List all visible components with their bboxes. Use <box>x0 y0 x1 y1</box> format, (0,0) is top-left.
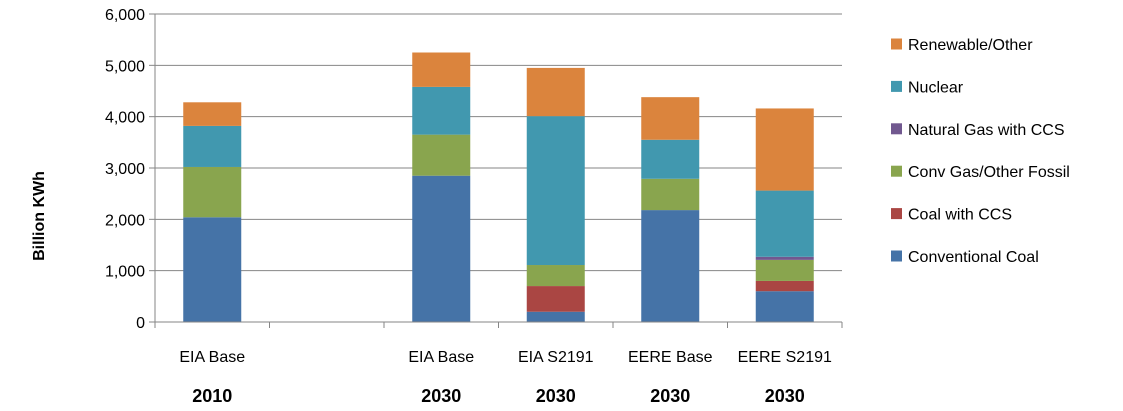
bar-segment <box>755 256 814 260</box>
gridlines <box>155 13 842 272</box>
y-tick-label: 6,000 <box>105 7 145 24</box>
x-year-label: 2030 <box>650 386 690 406</box>
x-category-label: EIA S2191 <box>518 349 594 366</box>
bar-segment <box>755 280 814 292</box>
bar-segment <box>183 217 242 322</box>
bar-segment <box>412 134 471 176</box>
bar-segment <box>641 139 700 179</box>
x-year-label: 2030 <box>536 386 576 406</box>
x-category-label: EIA Base <box>179 349 245 366</box>
x-category-label: EERE Base <box>628 349 713 366</box>
x-year-label: 2030 <box>765 386 805 406</box>
bar-segment <box>755 259 814 281</box>
legend: Renewable/Other Nuclear Natural Gas with C… <box>891 37 1070 266</box>
y-tick-label: 4,000 <box>105 110 145 127</box>
bar-segment <box>641 178 700 211</box>
x-category-label: EERE S2191 <box>738 349 832 366</box>
bar-segment <box>641 97 700 140</box>
x-year-label: 2030 <box>421 386 461 406</box>
bar-segment <box>412 52 471 87</box>
legend-label: Conv Gas/Other Fossil <box>908 164 1070 181</box>
bar-segment <box>412 175 471 322</box>
legend-swatch <box>891 250 902 262</box>
y-tick-label: 0 <box>136 315 145 332</box>
legend-swatch <box>891 80 902 92</box>
y-axis-ticks: 0 1,000 2,000 3,000 4,000 5,000 6,000 <box>105 7 155 332</box>
y-axis-label: Billion KWh <box>31 171 48 261</box>
y-tick-label: 2,000 <box>105 212 145 229</box>
legend-swatch <box>891 38 902 50</box>
bar-segment <box>755 190 814 257</box>
bar-segment <box>526 265 585 287</box>
legend-label: Conventional Coal <box>908 249 1039 266</box>
bars <box>183 52 814 322</box>
legend-label: Natural Gas with CCS <box>908 122 1065 139</box>
bar-segment <box>526 116 585 266</box>
legend-label: Nuclear <box>908 79 964 96</box>
legend-swatch <box>891 165 902 177</box>
legend-label: Coal with CCS <box>908 207 1012 224</box>
legend-label: Renewable/Other <box>908 37 1033 54</box>
x-category-label: EIA Base <box>408 349 474 366</box>
legend-swatch <box>891 208 902 220</box>
bar-segment <box>412 86 471 135</box>
x-year-label: 2010 <box>192 386 232 406</box>
legend-swatch <box>891 123 902 135</box>
bar-segment <box>755 291 814 322</box>
axes <box>154 14 843 328</box>
bar-segment <box>183 102 242 126</box>
bar-segment <box>183 166 242 218</box>
y-tick-label: 5,000 <box>105 58 145 75</box>
bar-segment <box>755 108 814 191</box>
bar-segment <box>526 311 585 322</box>
bar-segment <box>526 286 585 312</box>
bar-segment <box>183 125 242 167</box>
bar-segment <box>641 210 700 322</box>
x-axis-labels: EIA Base 2010 EIA Base 2030 EIA S2191 2030 EER… <box>179 349 832 406</box>
y-tick-label: 1,000 <box>105 264 145 281</box>
bar-segment <box>526 67 585 117</box>
y-tick-label: 3,000 <box>105 161 145 178</box>
